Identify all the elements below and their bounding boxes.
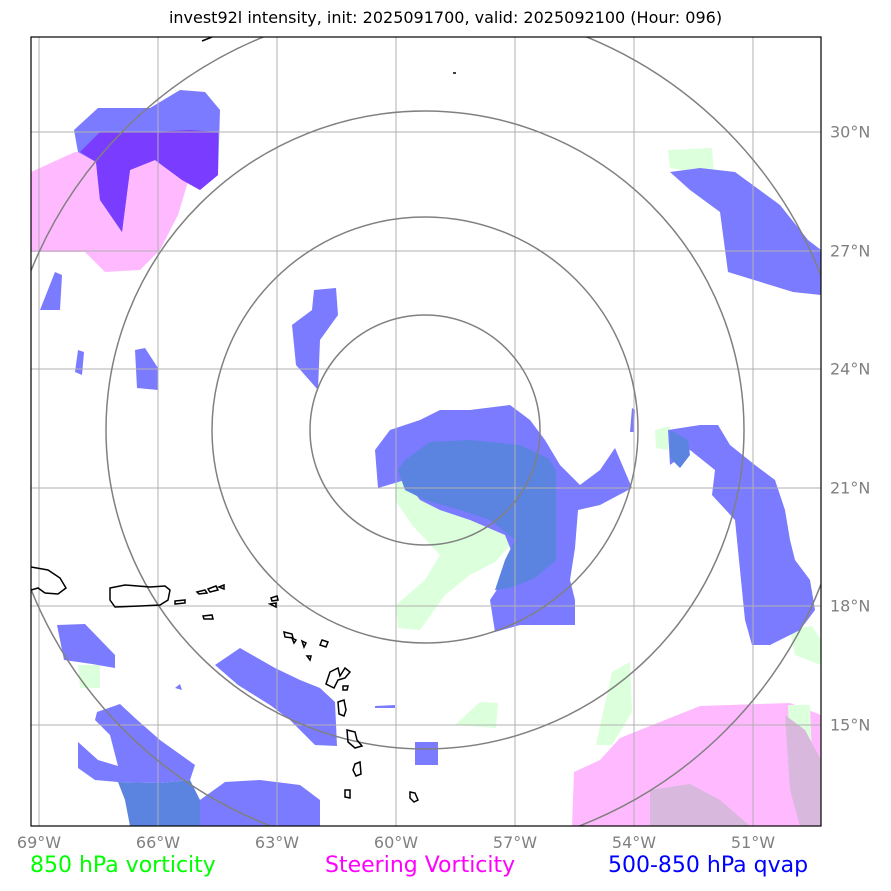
qvap-west-small bbox=[40, 272, 62, 310]
overlap-green-blue-southwest bbox=[118, 780, 200, 826]
coast-island-3 bbox=[206, 585, 220, 593]
qvap-north-central bbox=[292, 288, 338, 390]
overlap-green-blue-east bbox=[670, 430, 690, 468]
lat-label-15n: 15°N bbox=[830, 715, 871, 735]
qvap-northeast bbox=[670, 168, 821, 295]
graticule bbox=[31, 37, 821, 826]
vorticity-850-south bbox=[455, 702, 498, 728]
qvap-southwest-d bbox=[200, 780, 320, 826]
coast-barbados bbox=[409, 791, 419, 803]
map-title: invest92l intensity, init: 2025091700, v… bbox=[168, 8, 723, 27]
lat-label-30n: 30°N bbox=[830, 122, 871, 142]
coast-hispaniola bbox=[31, 566, 67, 595]
coast-dominica bbox=[337, 699, 347, 717]
coast-island-12 bbox=[305, 655, 312, 662]
lon-label-69w: 69°W bbox=[16, 833, 62, 852]
coast-puerto-rico bbox=[109, 584, 171, 608]
coast-island-14 bbox=[344, 789, 351, 799]
coast-island-6 bbox=[270, 595, 279, 602]
overlap-dark-purple bbox=[80, 130, 218, 232]
vorticity-850-northeast bbox=[668, 148, 714, 175]
lon-label-54w: 54°W bbox=[611, 833, 657, 852]
coast-island-10 bbox=[300, 639, 308, 649]
coast-island-4 bbox=[216, 583, 225, 591]
overlap-pink-blue-southeast bbox=[650, 784, 750, 826]
coast-st-lucia bbox=[352, 760, 362, 777]
qvap-southwest-c bbox=[78, 704, 195, 783]
overlap-pink-blue-east bbox=[785, 715, 821, 826]
vorticity-850-southeast-b bbox=[790, 626, 821, 665]
qvap-dot-b bbox=[375, 705, 395, 708]
lat-label-21n: 21°N bbox=[830, 478, 871, 498]
coast-island-1 bbox=[174, 599, 186, 605]
legend-850-vorticity: 850 hPa vorticity bbox=[30, 853, 216, 878]
qvap-east-band bbox=[668, 425, 815, 645]
lat-label-18n: 18°N bbox=[830, 596, 871, 616]
coast-guadeloupe bbox=[325, 666, 352, 690]
coast-island-9 bbox=[290, 636, 298, 645]
qvap-southwest-a bbox=[57, 624, 115, 668]
legend-qvap: 500-850 hPa qvap bbox=[608, 853, 809, 878]
lon-label-60w: 60°W bbox=[373, 833, 419, 852]
vorticity-850-southwest bbox=[78, 665, 100, 688]
lat-label-27n: 27°N bbox=[830, 241, 871, 261]
range-ring-1 bbox=[309, 314, 541, 546]
coastlines bbox=[31, 37, 456, 803]
coast-island-7 bbox=[267, 602, 277, 609]
qvap-west-dot bbox=[75, 350, 84, 375]
qvap-dot-a bbox=[175, 684, 182, 690]
range-rings bbox=[31, 37, 821, 826]
range-ring-2 bbox=[211, 216, 639, 644]
lon-label-51w: 51°W bbox=[730, 833, 776, 852]
lon-label-66w: 66°W bbox=[135, 833, 181, 852]
overlap-green-blue-storm bbox=[398, 440, 556, 590]
overlap-layer bbox=[80, 130, 821, 826]
lon-label-63w: 63°W bbox=[254, 833, 300, 852]
coast-northwest-speck bbox=[201, 37, 213, 42]
coast-island-13 bbox=[342, 685, 349, 691]
coast-island-5 bbox=[201, 614, 214, 620]
lon-label-57w: 57°W bbox=[492, 833, 538, 852]
coast-martinique bbox=[346, 729, 364, 749]
plot-frame bbox=[30, 36, 822, 827]
vorticity-850-southeast-a bbox=[596, 662, 632, 745]
vorticity-850-east bbox=[655, 426, 670, 450]
qvap-southwest-b bbox=[215, 648, 337, 746]
coast-island-2 bbox=[195, 589, 209, 595]
range-ring-3 bbox=[105, 110, 745, 750]
coast-island-11 bbox=[319, 639, 329, 648]
lat-label-24n: 24°N bbox=[830, 359, 871, 379]
legend-steering-vorticity: Steering Vorticity bbox=[325, 853, 516, 878]
qvap-south-small bbox=[415, 742, 438, 765]
